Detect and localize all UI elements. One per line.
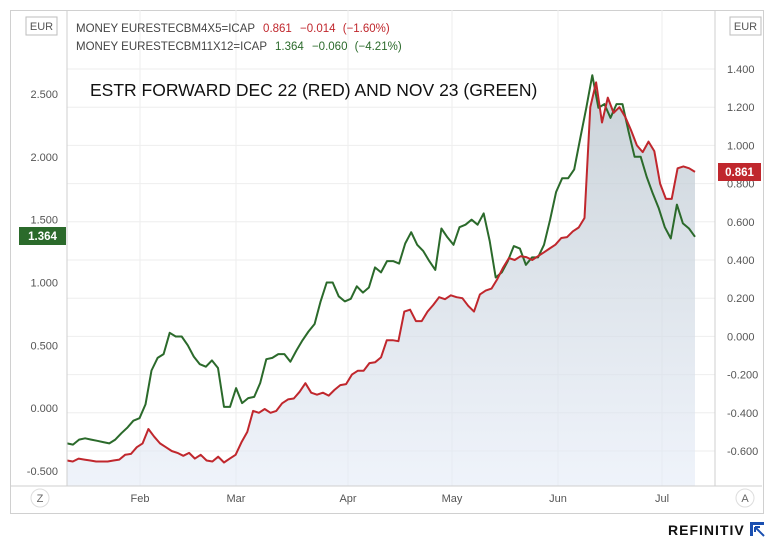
right-tick-label: 1.400 bbox=[727, 64, 755, 76]
red-last-badge-bg bbox=[718, 163, 761, 181]
right-tick-label: 0.000 bbox=[727, 331, 755, 343]
left-tick-label: 0.000 bbox=[30, 403, 58, 415]
red-last-badge: 0.861 bbox=[725, 167, 754, 179]
x-tick-label: Feb bbox=[131, 493, 150, 505]
legend-series-1-last: 0.861 bbox=[263, 23, 292, 35]
right-unit-box bbox=[729, 16, 762, 36]
x-tick-label: May bbox=[442, 493, 463, 505]
right-tick-label: -0.400 bbox=[727, 408, 758, 420]
left-tick-label: 2.000 bbox=[30, 152, 58, 164]
red-series-area bbox=[67, 82, 695, 487]
green-series-line bbox=[66, 74, 696, 446]
legend-series-1-pct: (−1.60%) bbox=[343, 23, 390, 35]
x-tick-label: Apr bbox=[339, 493, 356, 505]
legend-series-2-name: MONEY EURESTECBM11X12=ICAP bbox=[76, 41, 267, 53]
x-tick-label: Jun bbox=[549, 493, 567, 505]
x-tick-label: Mar bbox=[227, 493, 246, 505]
chart-title: ESTR FORWARD DEC 22 (RED) AND NOV 23 (GR… bbox=[90, 80, 537, 100]
zoom-button-label: Z bbox=[37, 493, 44, 505]
right-tick-label: 0.200 bbox=[727, 293, 755, 305]
left-tick-label: 0.500 bbox=[30, 340, 58, 352]
left-tick-label: 1.000 bbox=[30, 278, 58, 290]
legend: MONEY EURESTECBM4X5=ICAP 0.861 −0.014 (−… bbox=[76, 23, 402, 53]
red-series-line bbox=[66, 81, 696, 464]
line-layer bbox=[66, 74, 696, 464]
left-tick-label: 1.500 bbox=[30, 215, 58, 227]
legend-series-2-pct: (−4.21%) bbox=[355, 41, 402, 53]
legend-series-1-change: −0.014 bbox=[300, 23, 336, 35]
left-unit-label: EUR bbox=[30, 21, 53, 33]
tick-layer: 1.400 1.200 1.000 0.800 0.600 0.400 0.200 0.000… bbox=[27, 64, 758, 505]
right-unit-label: EUR bbox=[734, 21, 757, 33]
right-tick-label: 0.600 bbox=[727, 217, 755, 229]
x-tick-label: Jul bbox=[655, 493, 669, 505]
legend-series-1: MONEY EURESTECBM4X5=ICAP 0.861 −0.014 (−… bbox=[76, 23, 390, 35]
right-tick-label: -0.200 bbox=[727, 370, 758, 382]
zoom-button[interactable] bbox=[30, 488, 50, 508]
green-last-badge-bg bbox=[19, 227, 66, 245]
auto-scale-button[interactable] bbox=[735, 488, 755, 508]
legend-series-1-name: MONEY EURESTECBM4X5=ICAP bbox=[76, 23, 255, 35]
right-tick-label: -0.600 bbox=[727, 446, 758, 458]
legend-series-2-last: 1.364 bbox=[275, 41, 304, 53]
left-tick-label: 2.500 bbox=[30, 89, 58, 101]
green-last-badge: 1.364 bbox=[28, 231, 57, 243]
left-unit-box bbox=[25, 16, 58, 36]
right-tick-label: 0.800 bbox=[727, 179, 755, 191]
brand-logo-icon bbox=[750, 522, 765, 537]
right-tick-label: 0.400 bbox=[727, 255, 755, 267]
legend-series-2-change: −0.060 bbox=[312, 41, 348, 53]
right-tick-label: 1.000 bbox=[727, 140, 755, 152]
brand-logo-text: REFINITIV bbox=[668, 522, 745, 538]
area-layer bbox=[67, 82, 695, 487]
auto-scale-button-label: A bbox=[741, 493, 749, 505]
axis-layer bbox=[10, 10, 762, 487]
right-tick-label: 1.200 bbox=[727, 102, 755, 114]
left-tick-label: -0.500 bbox=[27, 466, 58, 478]
legend-series-2: MONEY EURESTECBM11X12=ICAP 1.364 −0.060 … bbox=[76, 41, 402, 53]
